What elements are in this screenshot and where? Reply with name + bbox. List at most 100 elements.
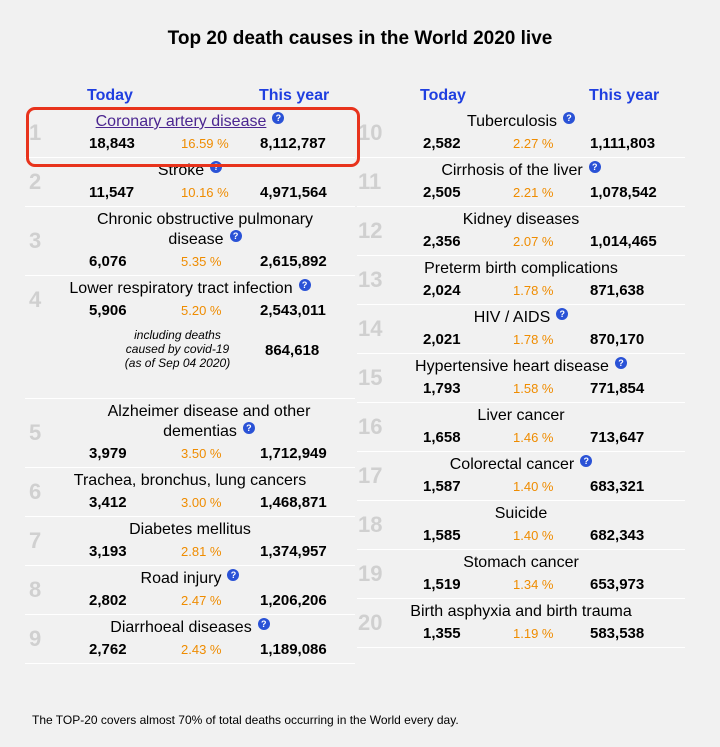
- rank-number: 5: [29, 420, 42, 445]
- today-count: 1,587: [423, 478, 461, 495]
- cause-name: Liver cancer: [477, 407, 565, 424]
- footnote: The TOP-20 covers almost 70% of total de…: [32, 713, 459, 727]
- help-icon[interactable]: ?: [227, 569, 240, 581]
- help-icon[interactable]: ?: [210, 161, 223, 173]
- cause-name: Road injury: [140, 570, 222, 587]
- left-column: Today This year 1 Coronary artery diseas…: [25, 87, 355, 664]
- today-count: 1,585: [423, 527, 461, 544]
- left-column-header: Today This year: [25, 87, 355, 109]
- rank-number: 2: [29, 169, 42, 194]
- cause-name: Kidney diseases: [462, 211, 580, 228]
- percent-value: 16.59 %: [181, 136, 229, 151]
- cause-name-wrap: Alzheimer disease and other dementias?: [25, 399, 355, 442]
- help-icon[interactable]: ?: [580, 455, 593, 467]
- rank-number: 17: [358, 463, 383, 488]
- rank-number: 7: [29, 528, 42, 553]
- covid-note-line: including deaths: [134, 328, 221, 342]
- rank-number: 12: [358, 218, 383, 243]
- percent-value: 1.40 %: [513, 479, 554, 494]
- rank-number: 18: [358, 512, 383, 537]
- covid-subrow: including deaths caused by covid-19 (as …: [25, 324, 355, 399]
- help-icon[interactable]: ?: [556, 308, 569, 320]
- year-count: 2,615,892: [260, 253, 327, 270]
- cause-link[interactable]: Coronary artery disease?: [25, 109, 355, 132]
- rank-number: 14: [358, 316, 383, 341]
- right-column-header: Today This year: [357, 87, 685, 109]
- today-count: 2,762: [89, 641, 127, 658]
- year-count: 1,468,871: [260, 494, 327, 511]
- cause-row-3: 3 Chronic obstructive pulmonary disease?…: [25, 207, 355, 276]
- year-count: 1,078,542: [590, 184, 657, 201]
- percent-value: 2.21 %: [513, 185, 554, 200]
- cause-row-19: 19 Stomach cancer 1,519 1.34 % 653,973: [357, 550, 685, 599]
- rank-number: 20: [358, 610, 383, 635]
- percent-value: 2.43 %: [181, 642, 222, 657]
- cause-name: Coronary artery disease: [95, 113, 267, 130]
- year-count: 653,973: [590, 576, 645, 593]
- rank-number: 6: [29, 479, 42, 504]
- year-count: 683,321: [590, 478, 645, 495]
- cause-name: Birth asphyxia and birth trauma: [410, 603, 632, 620]
- this-year-header: This year: [259, 87, 330, 104]
- rank-number: 15: [358, 365, 383, 390]
- help-icon[interactable]: ?: [257, 618, 270, 630]
- cause-name-wrap: Colorectal cancer?: [357, 452, 685, 475]
- help-icon[interactable]: ?: [272, 112, 285, 124]
- cause-name-wrap: Preterm birth complications: [357, 256, 685, 279]
- today-header: Today: [87, 87, 133, 104]
- percent-value: 1.78 %: [513, 332, 554, 347]
- rank-number: 10: [358, 120, 383, 145]
- cause-name: Stomach cancer: [463, 554, 579, 571]
- today-count: 6,076: [89, 253, 127, 270]
- cause-name-wrap: Liver cancer: [357, 403, 685, 426]
- percent-value: 2.07 %: [513, 234, 554, 249]
- cause-row-14: 14 HIV / AIDS? 2,021 1.78 % 870,170: [357, 305, 685, 354]
- help-icon[interactable]: ?: [614, 357, 627, 369]
- today-count: 3,412: [89, 494, 127, 511]
- cause-name: Cirrhosis of the liver: [441, 162, 583, 179]
- covid-count: 864,618: [265, 342, 320, 359]
- percent-value: 10.16 %: [181, 185, 229, 200]
- today-count: 2,802: [89, 592, 127, 609]
- today-count: 1,793: [423, 380, 461, 397]
- covid-note-line: (as of Sep 04 2020): [124, 356, 231, 370]
- cause-name: Hypertensive heart disease: [415, 358, 609, 375]
- today-count: 18,843: [89, 135, 135, 152]
- rank-number: 9: [29, 626, 42, 651]
- help-icon[interactable]: ?: [298, 279, 311, 291]
- today-count: 3,193: [89, 543, 127, 560]
- today-count: 1,519: [423, 576, 461, 593]
- cause-name-wrap: Birth asphyxia and birth trauma: [357, 599, 685, 622]
- cause-name-wrap: Diabetes mellitus: [25, 517, 355, 540]
- cause-row-11: 11 Cirrhosis of the liver? 2,505 2.21 % 1,…: [357, 158, 685, 207]
- cause-name: Colorectal cancer: [449, 456, 575, 473]
- year-count: 1,189,086: [260, 641, 327, 658]
- today-count: 3,979: [89, 445, 127, 462]
- cause-name-wrap: Tuberculosis?: [357, 109, 685, 132]
- cause-name: Suicide: [494, 505, 548, 522]
- percent-value: 3.50 %: [181, 446, 222, 461]
- page-title: Top 20 death causes in the World 2020 li…: [167, 28, 553, 49]
- year-count: 682,343: [590, 527, 645, 544]
- help-icon[interactable]: ?: [229, 230, 242, 242]
- year-count: 4,971,564: [260, 184, 327, 201]
- year-count: 8,112,787: [260, 135, 326, 152]
- cause-name-wrap: Hypertensive heart disease?: [357, 354, 685, 377]
- help-icon[interactable]: ?: [588, 161, 601, 173]
- percent-value: 2.81 %: [181, 544, 222, 559]
- cause-name-wrap: Kidney diseases: [357, 207, 685, 230]
- cause-row-8: 8 Road injury? 2,802 2.47 % 1,206,206: [25, 566, 355, 615]
- this-year-header: This year: [589, 87, 660, 104]
- year-count: 870,170: [590, 331, 645, 348]
- cause-name-wrap: Lower respiratory tract infection?: [25, 276, 355, 299]
- year-count: 1,014,465: [590, 233, 657, 250]
- cause-name-wrap: Suicide: [357, 501, 685, 524]
- help-icon[interactable]: ?: [563, 112, 576, 124]
- today-count: 11,547: [89, 184, 135, 201]
- help-icon[interactable]: ?: [242, 422, 255, 434]
- cause-row-7: 7 Diabetes mellitus 3,193 2.81 % 1,374,957: [25, 517, 355, 566]
- percent-value: 1.78 %: [513, 283, 554, 298]
- cause-row-12: 12 Kidney diseases 2,356 2.07 % 1,014,465: [357, 207, 685, 256]
- cause-name-wrap: Diarrhoeal diseases?: [25, 615, 355, 638]
- rank-number: 13: [358, 267, 383, 292]
